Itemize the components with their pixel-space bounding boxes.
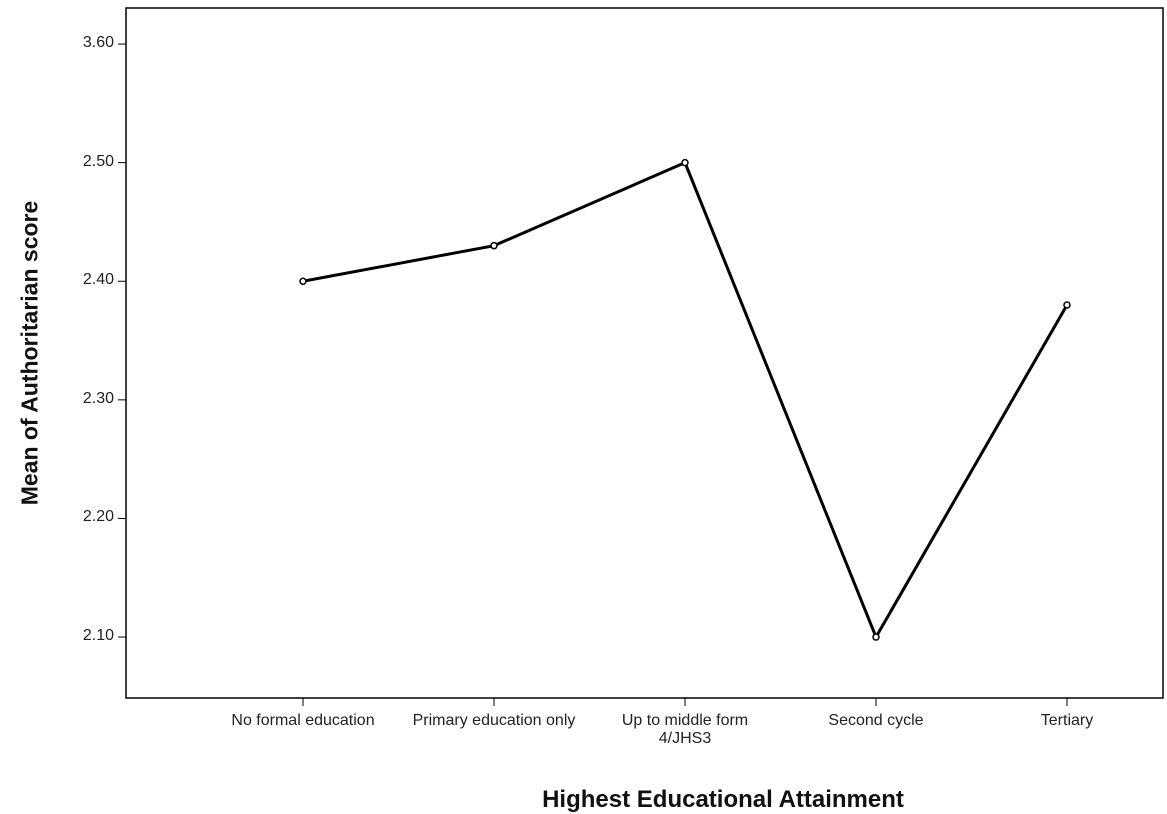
point (490, 241, 498, 250)
line (302, 160, 1069, 641)
plot-frame (125, 7, 1164, 699)
x-axis-label: Highest Educational Attainment (542, 786, 904, 813)
x-tick-label: Up to middle form 4/JHS3 (621, 712, 749, 747)
y-tick-label: 2.20 (82, 508, 114, 526)
point (1063, 301, 1071, 309)
x-tick-label: Second cycle (828, 712, 924, 729)
y-tick-label: 2.50 (82, 152, 114, 170)
point (872, 633, 880, 641)
point (681, 158, 689, 167)
y-axis-label: Mean of Authoritarian score (16, 200, 43, 506)
x-tick-label: Tertiary (1040, 712, 1094, 729)
y-tick-label: 2.40 (82, 271, 114, 289)
x-tick-label: Primary education only (412, 712, 576, 729)
y-tick-label: 2.30 (82, 389, 114, 407)
y-tick-label: 2.10 (82, 627, 114, 645)
point (299, 277, 307, 285)
x-tick-label: No formal education (231, 712, 375, 729)
y-tick-label: 3.60 (82, 34, 114, 52)
